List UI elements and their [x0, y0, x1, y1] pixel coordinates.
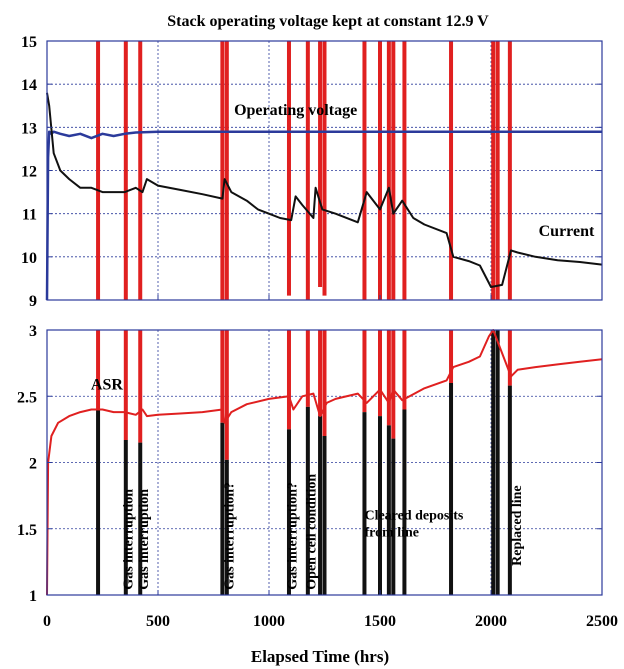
asr-series — [46, 329, 603, 596]
x-axis: 0 500 1000 1500 2000 2500 — [43, 295, 618, 630]
y-tick-label: 2 — [29, 456, 37, 473]
y-tick-label: 1.5 — [17, 522, 37, 539]
y-tick-label: 1 — [29, 588, 37, 605]
y-tick-label: 10 — [21, 250, 37, 267]
event-label-1: Gas interruption — [137, 489, 152, 590]
y-tick-label: 13 — [21, 120, 37, 137]
x-tick-label: 500 — [146, 613, 170, 630]
y-tick-label: 11 — [22, 207, 37, 224]
event-label-horizontal-1: from line — [364, 526, 419, 541]
event-label-vertical-right-0: Replaced line — [510, 485, 525, 566]
event-label-3: Gas interruption? — [286, 482, 301, 590]
event-label-0: Gas interruption — [121, 489, 136, 590]
x-tick-label: 0 — [43, 613, 51, 630]
x-tick-label: 2500 — [586, 613, 618, 630]
x-tick-label: 1000 — [253, 613, 285, 630]
y-tick-label: 14 — [21, 77, 37, 94]
x-axis-label: Elapsed Time (hrs) — [251, 647, 389, 666]
current-series — [46, 92, 603, 288]
event-label-2: Gas interruption? — [222, 482, 237, 590]
annotation-0: ASR — [91, 377, 123, 394]
annotation-1: Current — [539, 223, 595, 240]
y-tick-label: 2.5 — [17, 389, 37, 406]
y-tick-label: 9 — [29, 293, 37, 310]
x-tick-label: 2000 — [475, 613, 507, 630]
annotation-0: Operating voltage — [234, 102, 357, 119]
top-panel: 9 10 11 12 13 14 15 Operating voltage Current — [21, 34, 603, 310]
y-tick-label: 12 — [21, 164, 37, 181]
event-label-horizontal-0: Cleared deposits — [364, 508, 463, 523]
chart-title: Stack operating voltage kept at constant… — [167, 13, 489, 30]
y-tick-label: 3 — [29, 323, 37, 340]
x-tick-label: 1500 — [364, 613, 396, 630]
event-label-4: Open cell condition — [305, 474, 320, 590]
y-tick-label: 15 — [21, 34, 37, 51]
